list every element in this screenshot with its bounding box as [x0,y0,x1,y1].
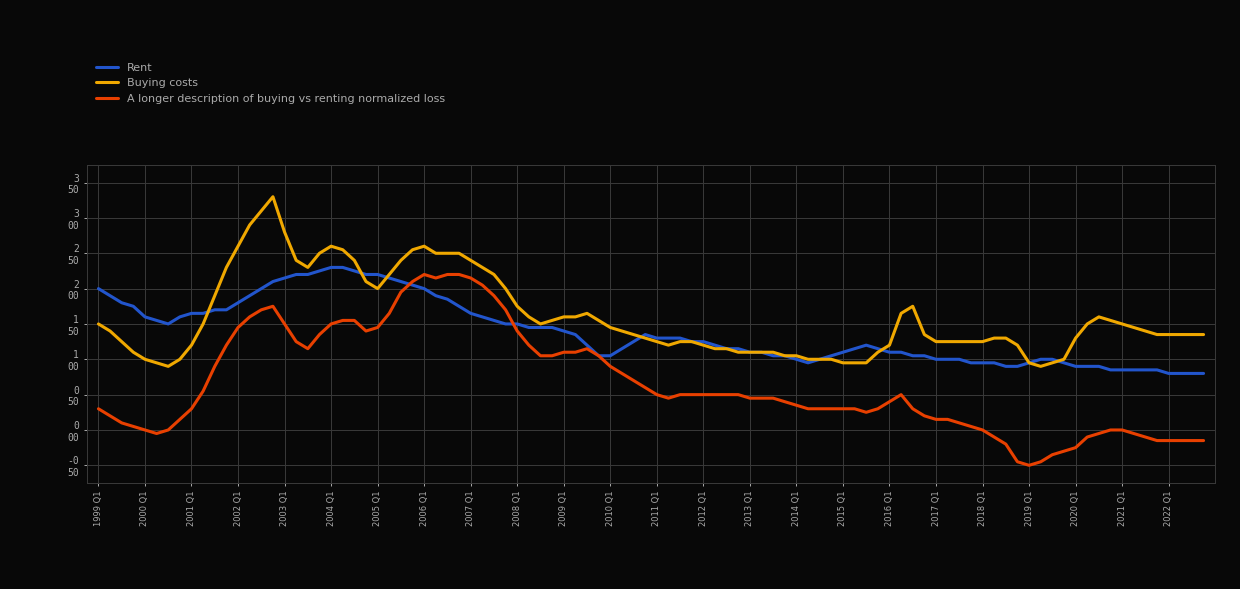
A longer description of buying vs renting normalized loss [242,313,257,320]
A longer description of buying vs renting normalized loss [417,271,432,278]
Rent [579,342,594,349]
Buying costs [708,345,723,352]
Buying costs [265,193,280,200]
Buying costs [91,320,105,327]
A longer description of buying vs renting normalized loss [1126,430,1141,437]
A longer description of buying vs renting normalized loss [579,345,594,352]
Rent [1197,370,1211,377]
Buying costs [254,207,269,214]
Rent [696,338,711,345]
A longer description of buying vs renting normalized loss [1197,437,1211,444]
Buying costs [161,363,176,370]
Buying costs [1197,331,1211,338]
A longer description of buying vs renting normalized loss [1022,462,1037,469]
Line: A longer description of buying vs renting normalized loss: A longer description of buying vs rentin… [98,274,1204,465]
Buying costs [428,250,443,257]
Line: Rent: Rent [98,267,1204,373]
Rent [91,285,105,292]
Buying costs [672,338,687,345]
Legend: Rent, Buying costs, A longer description of buying vs renting normalized loss: Rent, Buying costs, A longer description… [92,59,448,107]
Rent [242,292,257,299]
Line: Buying costs: Buying costs [98,197,1204,366]
Rent [1161,370,1176,377]
Rent [417,285,432,292]
Buying costs [591,317,606,324]
Rent [661,335,676,342]
A longer description of buying vs renting normalized loss [696,391,711,398]
A longer description of buying vs renting normalized loss [91,405,105,412]
A longer description of buying vs renting normalized loss [661,395,676,402]
Rent [324,264,339,271]
A longer description of buying vs renting normalized loss [405,278,420,285]
Rent [1115,366,1130,373]
Buying costs [1126,324,1141,331]
